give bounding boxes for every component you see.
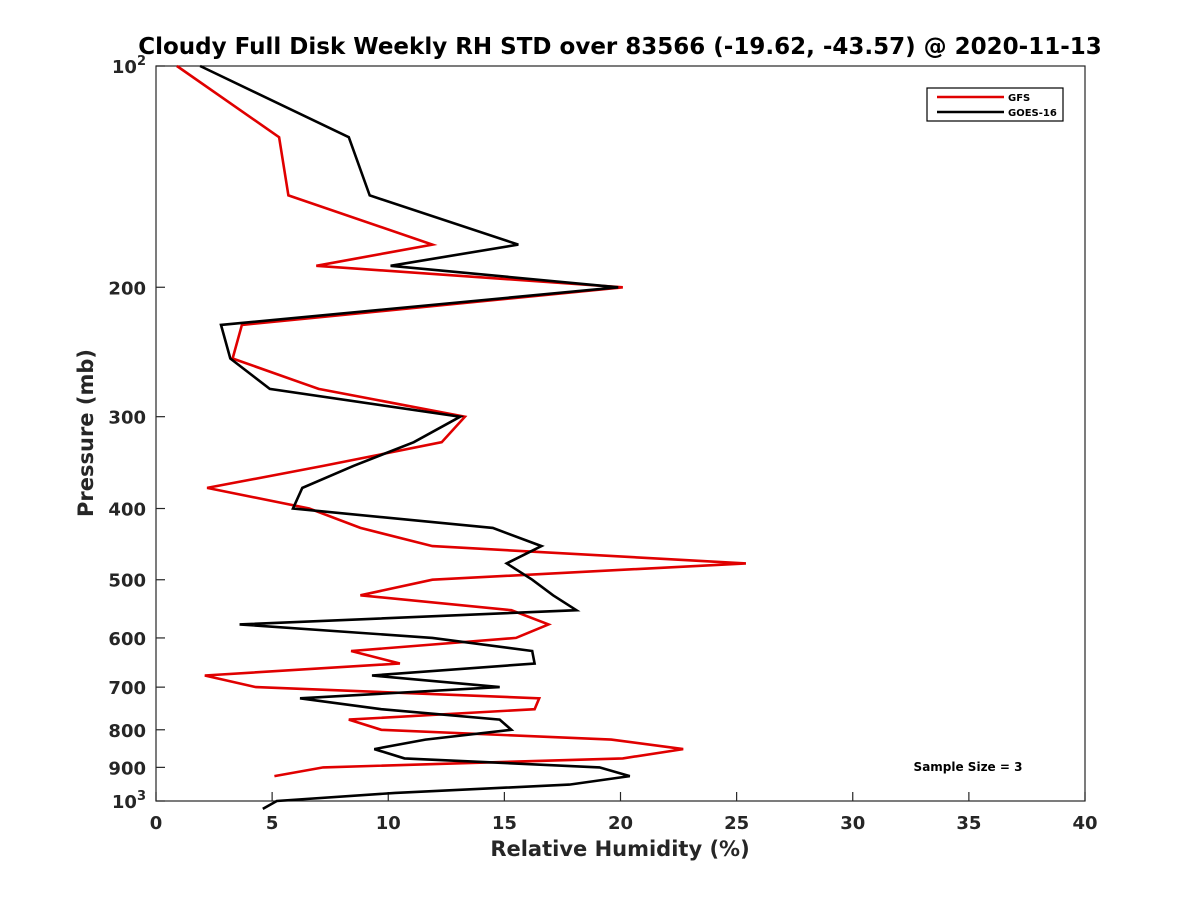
x-tick-label: 20 bbox=[608, 813, 633, 834]
series-lines bbox=[176, 64, 746, 811]
x-axis-ticks: 0 5 10 15 20 25 30 35 40 bbox=[150, 792, 1098, 834]
x-tick-label: 10 bbox=[376, 813, 401, 834]
y-tick-label: 200 bbox=[108, 278, 146, 299]
y-tick-label: 800 bbox=[108, 721, 146, 742]
x-tick-label: 40 bbox=[1072, 813, 1097, 834]
x-tick-label: 0 bbox=[150, 813, 163, 834]
y-tick-label: 700 bbox=[108, 678, 146, 699]
legend-box bbox=[926, 87, 1064, 122]
x-tick-label: 30 bbox=[840, 813, 865, 834]
y-tick-label: 500 bbox=[108, 571, 146, 592]
chart-title: Cloudy Full Disk Weekly RH STD over 8356… bbox=[138, 34, 1102, 60]
sample-size-annotation: Sample Size = 3 bbox=[914, 760, 1023, 774]
y-axis-ticks: 102 200 300 400 500 600 700 800 900 103 bbox=[108, 54, 165, 813]
series-line-gfs bbox=[176, 64, 746, 778]
x-tick-label: 15 bbox=[492, 813, 517, 834]
y-tick-label: 103 bbox=[112, 789, 146, 813]
y-tick-label: 400 bbox=[108, 500, 146, 521]
x-tick-label: 35 bbox=[956, 813, 981, 834]
y-axis-label: Pressure (mb) bbox=[74, 349, 98, 517]
legend-label: GOES-16 bbox=[1008, 108, 1057, 119]
legend: GFS GOES-16 bbox=[926, 87, 1064, 122]
x-axis-label: Relative Humidity (%) bbox=[490, 837, 749, 861]
plot-axes bbox=[155, 65, 1086, 802]
y-tick-label: 600 bbox=[108, 629, 146, 650]
y-tick-label: 300 bbox=[108, 408, 146, 429]
series-line-goes-16 bbox=[199, 64, 631, 811]
legend-label: GFS bbox=[1008, 93, 1030, 104]
x-tick-label: 25 bbox=[724, 813, 749, 834]
plot-area-frame bbox=[155, 65, 1086, 802]
y-tick-label: 102 bbox=[112, 54, 146, 78]
x-tick-label: 5 bbox=[266, 813, 279, 834]
y-tick-label: 900 bbox=[108, 758, 146, 779]
